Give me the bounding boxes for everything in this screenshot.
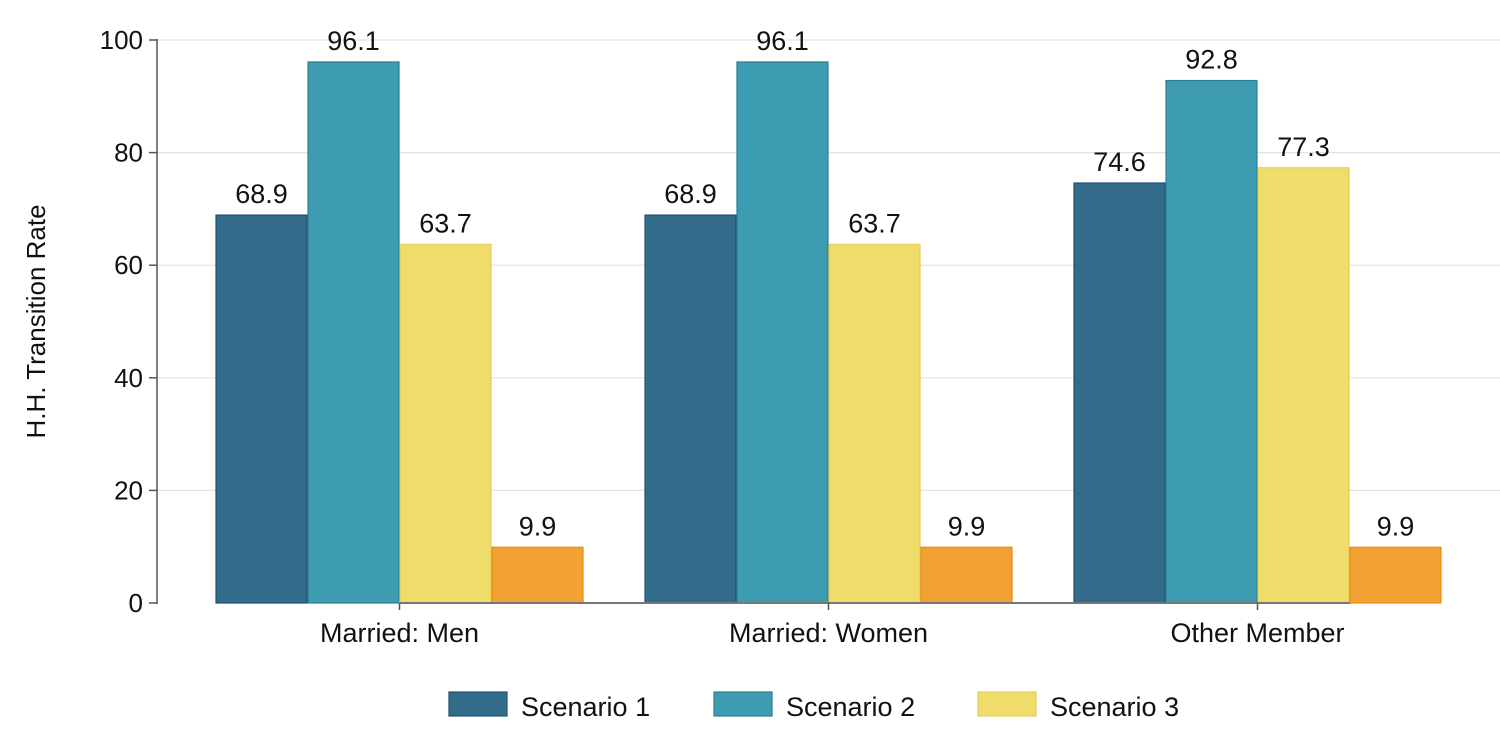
bar — [1165, 79, 1258, 604]
data-label: 63.7 — [848, 208, 901, 238]
category-labels: Married: Men Married: Women Other Member — [320, 603, 1345, 648]
data-label: 96.1 — [756, 26, 809, 56]
legend-label: Scenario 2 — [786, 692, 915, 722]
legend: Scenario 1 Scenario 2 Scenario 3 — [448, 691, 1179, 722]
data-label: 63.7 — [419, 208, 472, 238]
y-tick-label: 60 — [114, 250, 143, 280]
y-tick-label: 0 — [129, 588, 143, 618]
bar — [736, 61, 829, 604]
data-label: 68.9 — [235, 179, 288, 209]
data-label: 68.9 — [664, 179, 717, 209]
y-tick-label: 100 — [100, 25, 143, 55]
y-tick-label: 20 — [114, 475, 143, 505]
data-label: 9.9 — [948, 511, 986, 541]
legend-swatch — [713, 691, 773, 717]
bar — [828, 243, 921, 604]
data-label: 96.1 — [327, 26, 380, 56]
data-label: 92.8 — [1185, 45, 1238, 75]
category-label: Married: Men — [320, 618, 479, 648]
bar — [399, 243, 492, 604]
bar — [1349, 546, 1442, 604]
y-ticks: 0 20 40 60 80 100 — [100, 25, 157, 618]
value-labels: 68.9 96.1 63.7 9.9 68.9 96.1 63.7 9.9 74.6 92.8 77… — [235, 26, 1414, 541]
legend-swatch — [977, 691, 1037, 717]
bar — [307, 61, 400, 604]
y-axis-label: H.H. Transition Rate — [21, 204, 51, 438]
category-label: Other Member — [1170, 618, 1344, 648]
data-label: 77.3 — [1277, 132, 1330, 162]
legend-label: Scenario 1 — [521, 692, 650, 722]
bar — [491, 546, 584, 604]
y-tick-label: 40 — [114, 363, 143, 393]
bar — [1073, 182, 1166, 604]
y-tick-label: 80 — [114, 138, 143, 168]
data-label: 9.9 — [519, 511, 557, 541]
bar — [920, 546, 1013, 604]
bar — [1257, 167, 1350, 604]
data-label: 9.9 — [1377, 511, 1415, 541]
legend-label: Scenario 3 — [1050, 692, 1179, 722]
bars — [215, 61, 1442, 604]
category-label: Married: Women — [729, 618, 928, 648]
data-label: 74.6 — [1093, 147, 1146, 177]
axes — [156, 39, 1350, 604]
bar — [644, 214, 737, 604]
legend-swatch — [448, 691, 508, 717]
bar — [215, 214, 308, 604]
